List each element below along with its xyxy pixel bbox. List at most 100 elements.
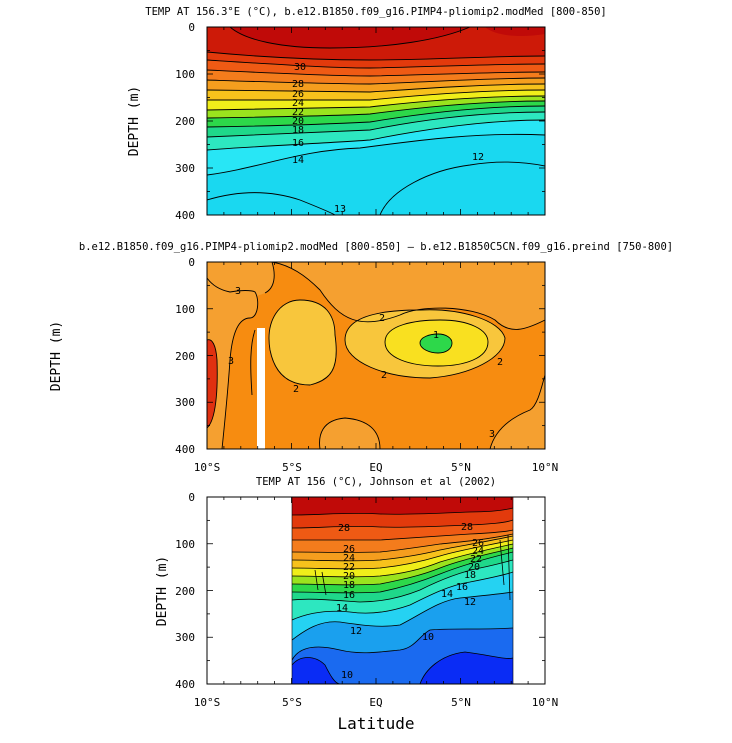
panel-3-clabel: 24 [472,546,484,557]
panel-3-clabel: 22 [343,562,355,573]
panel-2-clabel: 1 [433,330,439,341]
panel-2-y-tick: 100 [175,303,195,316]
fill-3-29 [292,497,513,515]
panel-3-y-tick: 100 [175,538,195,551]
panel-1-title: TEMP AT 156.3°E (°C), b.e12.B1850.f09_g1… [145,6,606,18]
panel-1-clabel: 14 [292,155,304,166]
panel-3-clabel: 14 [441,589,453,600]
panel-2-clabel: 3 [489,429,495,440]
panel-1-clabel: 16 [292,138,304,149]
panel-3-clabel: 18 [464,570,476,581]
panel-2-contour-labels: 3 3 2 2 2 1 2 3 [228,286,503,440]
panel-1-clabel: 18 [292,125,304,136]
panel-1-y-tick: 300 [175,162,195,175]
fill-3plus-bottom [319,418,380,449]
fill-31b [485,27,545,36]
panel-1-clabel: 24 [292,98,304,109]
panel-3-x-tick: 5°N [451,696,471,709]
panel-3-filled-contours [292,497,513,684]
panel-3-clabel: 22 [470,554,482,565]
fill-gt4 [207,339,218,428]
panel-3-clabel: 26 [472,538,484,549]
panel-2-title: b.e12.B1850.f09_g16.PIMP4-pliomip2.modMe… [79,241,673,253]
panel-2-contour-lines [207,262,545,449]
fill-3-lt9-east [420,652,513,684]
panel-2-x-tick: 5°S [282,461,302,474]
panel-3-x-tick: EQ [369,696,382,709]
panel-2-x-tick: 10°N [532,461,559,474]
panel-3-clabel: 14 [336,603,348,614]
panel-2-clabel: 2 [293,384,299,395]
panel-2-x-ticks: 10°S 5°S EQ 5°N 10°N [194,461,559,474]
tick-marks [206,26,546,685]
panel-3-contour-lines [292,507,513,684]
panel-3-contour-labels: 28 28 26 24 22 20 18 16 14 12 10 26 24 2… [336,522,484,681]
panel-1-y-tick: 400 [175,209,195,222]
fill-2-2 [269,300,337,385]
panel-2-clabel: 3 [235,286,241,297]
fill-lt1 [420,334,452,353]
panel-3-clabel: 20 [343,571,355,582]
panel-1-clabel: 30 [294,62,306,73]
panel-2-clabel: 2 [497,357,503,368]
fill-31 [230,27,470,48]
fill-3-lt9-west [292,657,340,684]
panel-3-x-tick: 5°S [282,696,302,709]
panel-1-y-tick: 0 [188,21,195,34]
panel-3-clabel: 12 [350,626,362,637]
panel-1-clabel: 22 [292,107,304,118]
panel-2-clabel: 2 [379,313,385,324]
fill-3plus-br [490,375,545,449]
panel-1-y-tick: 200 [175,115,195,128]
panel-2-y-tick: 300 [175,396,195,409]
panel-3-y-tick: 300 [175,631,195,644]
panel-2-clabel: 2 [381,370,387,381]
panel-3-y-tick: 200 [175,585,195,598]
panel-2-y-ticks: 0 100 200 300 400 [175,256,195,456]
panel-1-clabel: 13 [334,204,346,215]
panel-2-y-tick: 0 [188,256,195,269]
panel-2-y-tick: 400 [175,443,195,456]
panel-2: b.e12.B1850.f09_g16.PIMP4-pliomip2.modMe… [49,241,673,474]
panel-1-contour-labels: 30 28 26 24 22 20 18 16 14 13 12 [292,62,484,215]
panel-1-clabel: 26 [292,89,304,100]
panel-3-clabel: 16 [456,582,468,593]
panel-1-clabel: 20 [292,116,304,127]
fill-3plus-left [207,262,258,449]
panel-2-y-axis-label: DEPTH (m) [49,321,64,391]
panel-2-y-tick: 200 [175,350,195,363]
panel-3-clabel: 18 [343,580,355,591]
panel-1-y-ticks: 0 100 200 300 400 [175,21,195,222]
panel-2-missing-data-gap [257,328,265,449]
panel-1-y-axis-label: DEPTH (m) [127,86,142,156]
panel-3-clabel: 28 [338,523,350,534]
panel-3-y-axis-label: DEPTH (m) [155,556,170,626]
x-axis-label: Latitude [337,714,414,733]
panel-3-x-tick: 10°S [194,696,221,709]
panel-3-y-tick: 0 [188,491,195,504]
panel-3-clabel: 10 [341,670,353,681]
panel-1-clabel: 12 [472,152,484,163]
panel-3-y-ticks: 0 100 200 300 400 [175,491,195,691]
panel-3-clabel: 24 [343,553,355,564]
panel-3-title: TEMP AT 156 (°C), Johnson et al (2002) [256,476,496,488]
panel-3-clabel: 12 [464,597,476,608]
panel-1-contour-lines [207,27,545,215]
panel-3-y-tick: 400 [175,678,195,691]
panel-2-x-tick: EQ [369,461,382,474]
panel-3-clabel: 20 [468,562,480,573]
panel-3-clabel: 26 [343,544,355,555]
panel-3-x-tick: 10°N [532,696,559,709]
panel-2-x-tick: 10°S [194,461,221,474]
panel-3: TEMP AT 156 (°C), Johnson et al (2002) [155,476,558,709]
panel-1: TEMP AT 156.3°E (°C), b.e12.B1850.f09_g1… [127,6,607,222]
panel-3-clabel: 28 [461,522,473,533]
panel-1-y-tick: 100 [175,68,195,81]
panel-3-x-ticks: 10°S 5°S EQ 5°N 10°N [194,696,559,709]
panel-3-clabel: 10 [422,632,434,643]
panel-2-x-tick: 5°N [451,461,471,474]
panel-3-clabel: 16 [343,590,355,601]
panel-1-clabel: 28 [292,79,304,90]
panel-2-clabel: 3 [228,356,234,367]
